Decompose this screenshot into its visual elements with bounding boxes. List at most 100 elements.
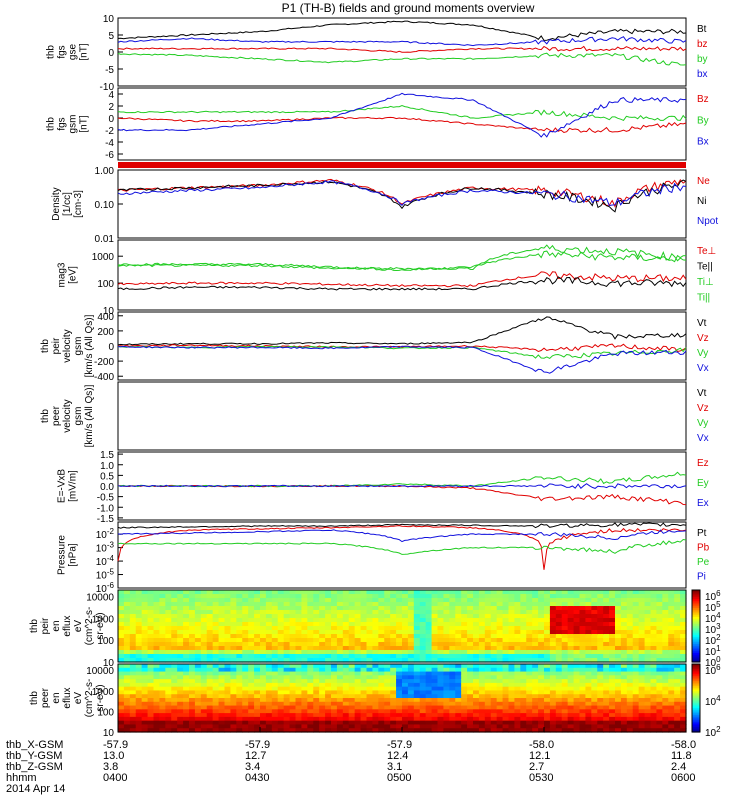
x-axis-value-2-4: 2.4 [671, 761, 687, 773]
panel-7-frame [117, 521, 687, 589]
panel-1-ytick-4: -4 [105, 138, 114, 149]
panel-8-ylabel-2: en [51, 620, 62, 631]
panel-1-ytick-2: 0 [108, 114, 114, 125]
panel-2-legend-0: Ne [697, 176, 710, 187]
panel-5-ylabel-3: gsm [73, 407, 84, 426]
panel-7-ytick-1: 10-3 [96, 541, 115, 555]
panel-9-ytick-1: 1000 [92, 687, 115, 698]
panel-1-ylabel-3: [nT] [79, 115, 90, 132]
panel-1-ytick-5: -6 [105, 150, 114, 161]
x-axis-value-2-1: 3.4 [245, 761, 261, 773]
panel-1-ylabel-0: thb [46, 117, 57, 131]
panel-5-legend-1: Vz [697, 403, 709, 414]
panel-3-frame [117, 239, 687, 311]
panel-9-ylabel-6: sr-eV) [95, 684, 106, 711]
panel-6-series-Ey [117, 471, 687, 488]
panel-8-colorbar-tick-1: 105 [705, 600, 721, 614]
x-axis-value-3-3: 0530 [529, 772, 554, 784]
panel-7-series-Pi [117, 529, 687, 543]
panel-6-ytick-2: 0.5 [100, 471, 114, 482]
panel-2-series-Npot [117, 180, 687, 207]
panel-3-ytick-2: 10 [103, 306, 115, 317]
panel-6-series-Ez [117, 484, 687, 506]
panel-8-ylabel-6: sr-eV) [95, 612, 106, 639]
panel-5-frame [117, 381, 687, 451]
panel-6-series-Ex [117, 483, 687, 489]
panel-8-colorbar-tick-2: 104 [705, 611, 721, 625]
panel-0-legend-0: Bt [697, 24, 707, 35]
panel-2-ytick-2: 0.01 [95, 234, 115, 245]
panel-3-series-Te⊥ [117, 271, 687, 288]
panel-3-series-Te|| [117, 276, 687, 291]
panel-2-series-Ne [117, 178, 687, 208]
panel-0-legend-2: by [697, 54, 708, 65]
panel-8-colorbar [691, 589, 701, 663]
panel-0-legend-1: bz [697, 39, 708, 50]
panel-7-legend-1: Pb [697, 543, 710, 554]
x-axis-value-1-2: 12.4 [387, 750, 409, 762]
panel-8-ylabel-0: thb [29, 619, 40, 633]
plot-title: P1 (TH-B) fields and ground moments over… [282, 1, 535, 15]
x-axis-value-0-4: -58.0 [671, 739, 697, 751]
panel-0-series-bz [117, 45, 687, 53]
panel-0-series-bx [117, 36, 687, 47]
panel-7-series-Pb [117, 525, 687, 570]
panel-4-ytick-3: -200 [94, 357, 114, 368]
x-axis-value-2-0: 3.8 [103, 761, 119, 773]
panel-9-colorbar-tick-2: 102 [705, 725, 721, 739]
panel-3-ylabel-1: [eV] [68, 266, 79, 284]
panel-5-legend-0: Vt [697, 388, 707, 399]
panel-9-ylabel-1: peer [40, 687, 51, 708]
panel-6-legend-0: Ez [697, 458, 709, 469]
x-axis-value-0-1: -57.9 [245, 739, 271, 751]
panel-8-heatmap-cells [118, 590, 687, 663]
panel-9-ylabel-2: en [51, 692, 62, 703]
x-axis-value-3-2: 0500 [387, 772, 412, 784]
panel-4-ylabel-1: peir [51, 337, 62, 354]
panel-5-ylabel-4: [km/s (All Qs)] [84, 384, 95, 447]
panel-6-ytick-6: -1.5 [97, 514, 115, 525]
panel-7-legend-2: Pe [697, 557, 710, 568]
panel-1-legend-0: Bz [697, 94, 709, 105]
panel-8-ylabel-3: eflux [62, 615, 73, 636]
panel-9-colorbar-tick-1: 104 [705, 694, 721, 708]
panel-6-ytick-3: 0.0 [100, 482, 114, 493]
panel-6-legend-2: Ex [697, 498, 709, 509]
panel-5-ylabel-2: velocity [62, 399, 73, 432]
panel-9-heatmap-cells [118, 664, 687, 733]
panel-4-series-Vt [117, 316, 687, 346]
panel-3-series-Ti⊥ [117, 250, 687, 272]
panel-0-series-by [117, 52, 687, 66]
x-axis-value-1-4: 11.8 [671, 750, 692, 762]
panel-1-frame [117, 87, 687, 161]
panel-1-series-By [117, 104, 687, 122]
panel-0-ylabel-0: thb [46, 45, 57, 59]
x-axis-value-3-1: 0430 [245, 772, 270, 784]
panel-8-colorbar-tick-0: 106 [705, 589, 721, 603]
panel-2-ylabel-2: [cm-3] [73, 190, 84, 218]
panel-7-ytick-2: 10-4 [96, 554, 115, 568]
panel-4-ytick-2: 0 [108, 342, 114, 353]
x-axis-value-1-3: 12.1 [529, 750, 551, 762]
panel-7-ytick-4: 10-6 [96, 581, 115, 595]
x-axis-row-label-2: thb_Z-GSM [6, 761, 63, 773]
panel-3-ytick-0: 1000 [92, 252, 115, 263]
panel-0-ytick-2: 0 [108, 48, 114, 59]
panel-4-ytick-0: 400 [97, 312, 114, 323]
panel-6-ytick-4: -0.5 [97, 493, 115, 504]
x-axis-value-2-2: 3.1 [387, 761, 403, 773]
panel-3-series-Ti|| [117, 244, 687, 271]
panel-7-series-Pt [117, 522, 687, 529]
panel-4-ytick-1: 200 [97, 327, 114, 338]
date-label: 2014 Apr 14 [6, 783, 66, 795]
panel-1-ytick-3: -2 [105, 126, 114, 137]
x-axis-value-1-0: 13.0 [103, 750, 125, 762]
panel-4-series-Vz [117, 343, 687, 353]
x-axis-row-label-3: hhmm [6, 772, 37, 784]
panel-0-ytick-3: -5 [105, 65, 114, 76]
x-axis-value-1-1: 12.7 [245, 750, 267, 762]
panel-6-ylabel-1: [mV/m] [68, 470, 79, 502]
panel-4-legend-1: Vz [697, 333, 709, 344]
panel-4-ylabel-3: gsm [73, 337, 84, 356]
